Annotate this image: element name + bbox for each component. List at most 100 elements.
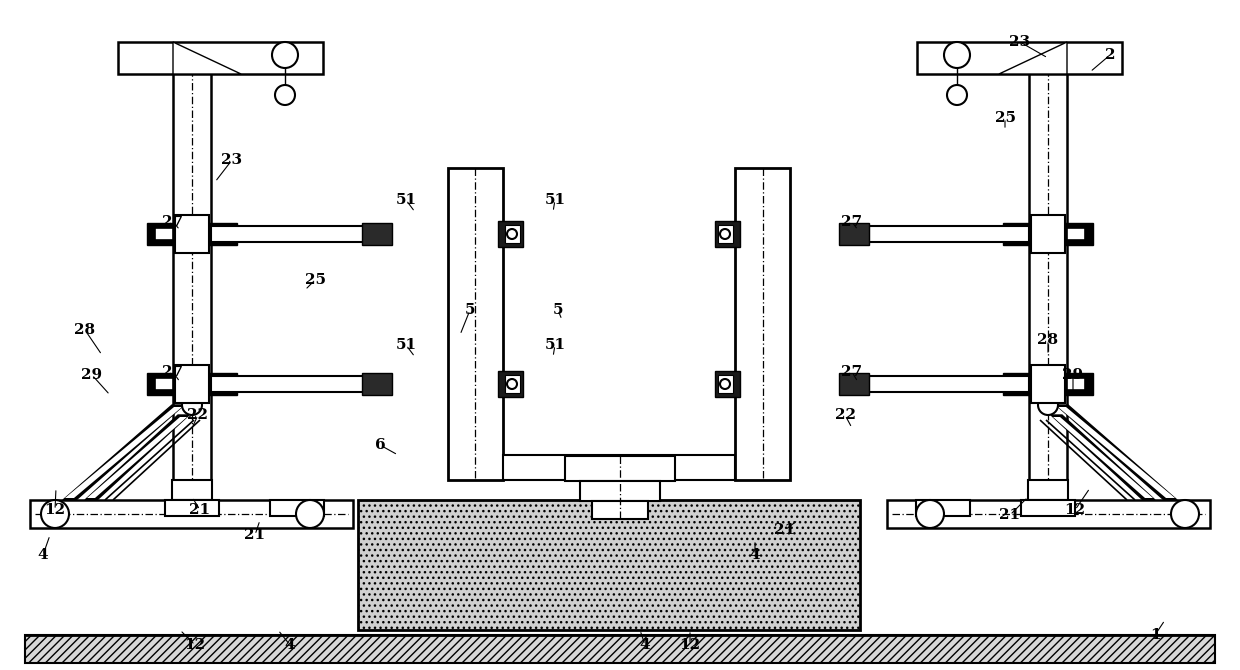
Bar xyxy=(715,221,740,247)
Text: 4: 4 xyxy=(640,638,650,652)
Text: 22: 22 xyxy=(835,408,856,422)
Bar xyxy=(211,226,371,242)
Bar xyxy=(1030,215,1065,253)
Circle shape xyxy=(296,500,324,528)
Bar xyxy=(358,500,861,630)
Text: 25: 25 xyxy=(994,111,1016,125)
Bar xyxy=(1066,228,1085,240)
Bar xyxy=(211,376,371,392)
Text: 51: 51 xyxy=(544,338,565,352)
Circle shape xyxy=(182,395,202,415)
Text: 51: 51 xyxy=(396,338,417,352)
Polygon shape xyxy=(1058,407,1176,498)
Circle shape xyxy=(507,379,517,389)
Polygon shape xyxy=(64,407,182,498)
Bar xyxy=(591,501,649,519)
Bar xyxy=(1066,378,1085,390)
Polygon shape xyxy=(1052,415,1154,500)
Bar xyxy=(25,635,1215,663)
Circle shape xyxy=(275,85,295,105)
Bar xyxy=(362,223,392,245)
Text: 29: 29 xyxy=(82,368,103,382)
Circle shape xyxy=(947,85,967,105)
Bar xyxy=(148,223,237,245)
Circle shape xyxy=(720,229,730,239)
Text: 27: 27 xyxy=(162,215,184,229)
Text: 21: 21 xyxy=(244,528,265,542)
Bar xyxy=(715,371,740,397)
Text: 27: 27 xyxy=(842,365,863,379)
Text: 12: 12 xyxy=(680,638,701,652)
Bar xyxy=(916,500,970,516)
Text: 1: 1 xyxy=(1149,628,1161,642)
Polygon shape xyxy=(86,415,188,500)
Bar xyxy=(505,225,520,243)
Bar xyxy=(362,373,392,395)
Text: 27: 27 xyxy=(162,365,184,379)
Bar xyxy=(580,481,660,501)
Text: 4: 4 xyxy=(285,638,295,652)
Bar xyxy=(565,456,675,481)
Text: 51: 51 xyxy=(396,193,417,207)
Bar xyxy=(175,365,210,403)
Polygon shape xyxy=(1056,405,1177,500)
Bar xyxy=(503,455,735,480)
Bar xyxy=(1021,500,1075,516)
Bar xyxy=(1029,55,1066,497)
Bar xyxy=(1028,480,1068,500)
Text: 5: 5 xyxy=(553,303,563,317)
Bar xyxy=(30,500,353,528)
Bar xyxy=(869,226,1029,242)
Bar xyxy=(172,480,212,500)
Circle shape xyxy=(507,229,517,239)
Circle shape xyxy=(1038,395,1058,415)
Text: 29: 29 xyxy=(1063,368,1084,382)
Text: 25: 25 xyxy=(305,273,325,287)
Bar xyxy=(918,42,1122,74)
Bar xyxy=(148,373,237,395)
Polygon shape xyxy=(999,42,1066,74)
Bar xyxy=(1030,365,1065,403)
Bar xyxy=(175,215,210,253)
Bar xyxy=(887,500,1210,528)
Text: 21: 21 xyxy=(999,508,1021,522)
Text: 2: 2 xyxy=(1105,48,1115,62)
Bar xyxy=(498,221,523,247)
Polygon shape xyxy=(174,42,241,74)
Bar xyxy=(118,42,322,74)
Text: 12: 12 xyxy=(185,638,206,652)
Text: 51: 51 xyxy=(544,193,565,207)
Circle shape xyxy=(720,379,730,389)
Bar xyxy=(174,55,211,497)
Bar xyxy=(1003,373,1092,395)
Bar xyxy=(155,378,174,390)
Bar xyxy=(270,500,324,516)
Bar xyxy=(498,371,523,397)
Bar xyxy=(155,228,174,240)
Circle shape xyxy=(916,500,944,528)
Text: 5: 5 xyxy=(465,303,475,317)
Text: 4: 4 xyxy=(750,548,760,562)
Bar xyxy=(505,375,520,393)
Text: 21: 21 xyxy=(775,523,796,537)
Bar xyxy=(1003,223,1092,245)
Bar xyxy=(839,373,869,395)
Text: 23: 23 xyxy=(222,153,243,167)
Text: 23: 23 xyxy=(1009,35,1030,49)
Bar xyxy=(735,168,790,480)
Text: 4: 4 xyxy=(37,548,48,562)
Text: 12: 12 xyxy=(45,503,66,517)
Text: 22: 22 xyxy=(187,408,208,422)
Polygon shape xyxy=(63,405,184,500)
Bar xyxy=(165,500,219,516)
Text: 27: 27 xyxy=(842,215,863,229)
Bar xyxy=(448,168,503,480)
Bar xyxy=(718,225,733,243)
Polygon shape xyxy=(87,417,187,498)
Bar xyxy=(869,376,1029,392)
Circle shape xyxy=(944,42,970,68)
Circle shape xyxy=(1171,500,1199,528)
Text: 28: 28 xyxy=(74,323,95,337)
Polygon shape xyxy=(1053,417,1153,498)
Text: 21: 21 xyxy=(190,503,211,517)
